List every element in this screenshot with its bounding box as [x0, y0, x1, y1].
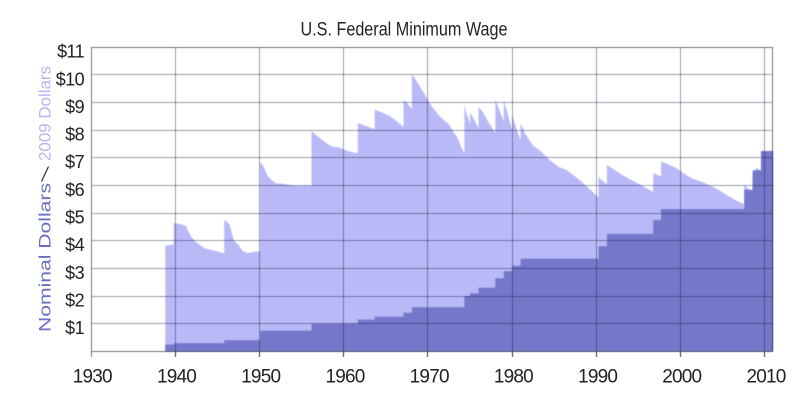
svg-text:$11: $11 [57, 42, 84, 62]
svg-text:2010: 2010 [746, 367, 785, 388]
svg-text:U.S. Federal Minimum Wage: U.S. Federal Minimum Wage [301, 20, 508, 41]
svg-text:$3: $3 [65, 263, 84, 283]
svg-text:$6: $6 [65, 180, 84, 200]
svg-text:1960: 1960 [325, 367, 364, 388]
svg-text:1950: 1950 [241, 367, 280, 388]
svg-text:$5: $5 [65, 208, 84, 228]
svg-text:$1: $1 [65, 318, 84, 338]
svg-text:$2: $2 [65, 290, 84, 310]
svg-text:$7: $7 [65, 152, 84, 172]
svg-text:1940: 1940 [157, 367, 196, 388]
svg-text:$8: $8 [65, 125, 84, 145]
svg-text:2009 Dollars: 2009 Dollars [36, 66, 55, 161]
svg-text:$10: $10 [56, 69, 85, 89]
svg-text:1970: 1970 [410, 367, 449, 388]
svg-text:$4: $4 [65, 235, 84, 255]
svg-text:1930: 1930 [73, 367, 112, 388]
svg-text:2000: 2000 [662, 367, 701, 388]
svg-text:$9: $9 [65, 97, 84, 117]
svg-text:1980: 1980 [494, 367, 533, 388]
svg-text:Nominal Dollars: Nominal Dollars [36, 183, 55, 332]
svg-text:1990: 1990 [578, 367, 617, 388]
